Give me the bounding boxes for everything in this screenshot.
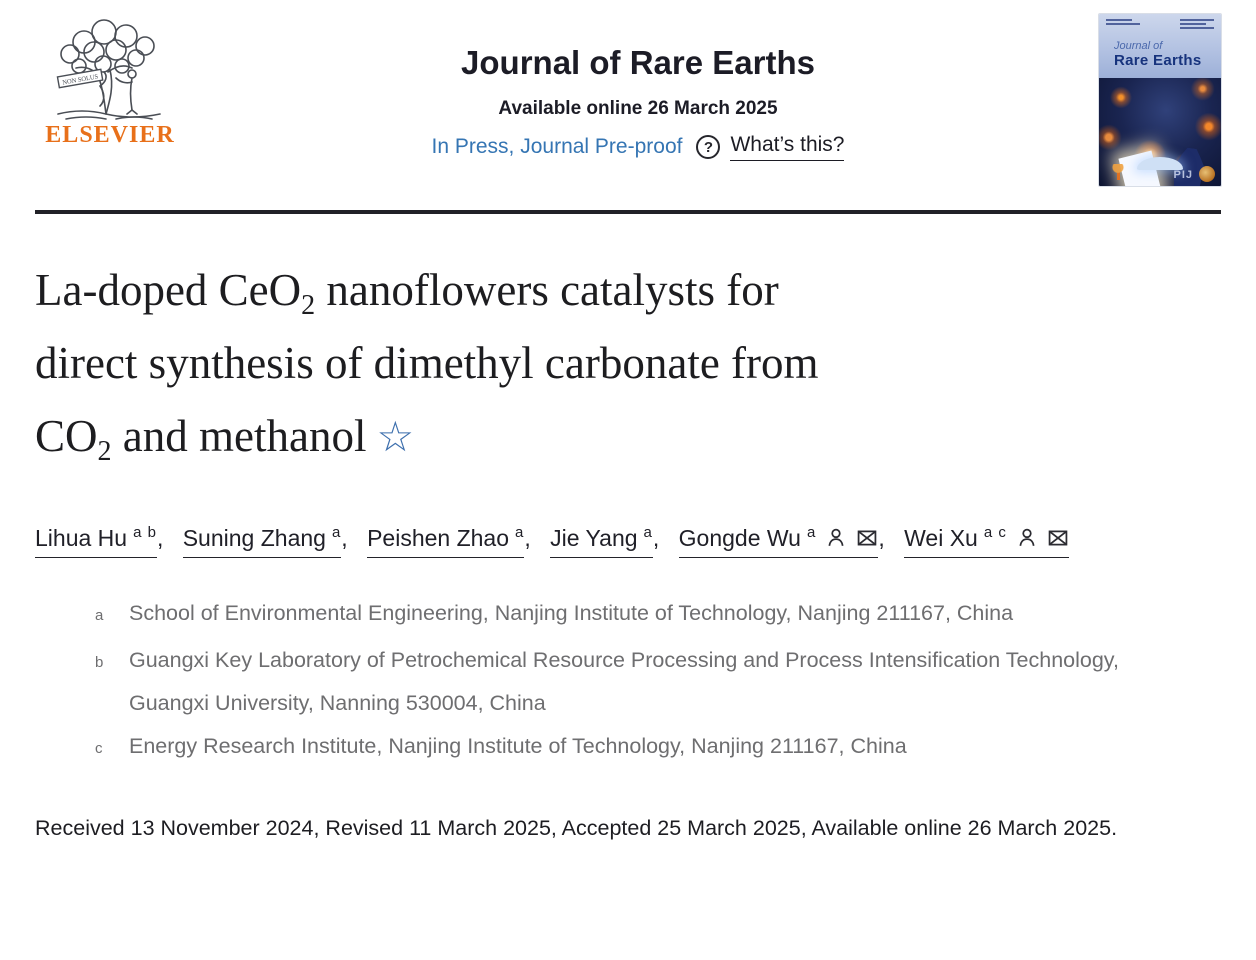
- cover-journal-of: Journal of: [1114, 40, 1163, 52]
- cover-seal: [1199, 166, 1215, 182]
- elsevier-logo: NON SOLUS ELSEVIER: [35, 14, 185, 149]
- available-online-text: Available online 26 March 2025: [498, 98, 778, 119]
- elsevier-wordmark: ELSEVIER: [45, 122, 175, 148]
- affiliation-row: b Guangxi Key Laboratory of Petrochemica…: [35, 639, 1221, 725]
- affiliation-text: School of Environmental Engineering, Nan…: [129, 601, 1014, 625]
- person-icon[interactable]: [1016, 527, 1038, 549]
- divider-rule: [35, 210, 1221, 214]
- cover-elsevier-mini-logo: [1111, 164, 1125, 180]
- affiliation-text: Energy Research Institute, Nanjing Insti…: [129, 734, 907, 758]
- author-link[interactable]: Wei Xu a c: [904, 524, 1069, 558]
- question-circle-icon[interactable]: ?: [696, 135, 721, 159]
- subscript-2: 2: [301, 290, 316, 321]
- author-link[interactable]: Jie Yang a: [550, 524, 653, 558]
- affiliation-list: a School of Environmental Engineering, N…: [35, 592, 1221, 772]
- author-link[interactable]: Peishen Zhao a: [367, 524, 525, 558]
- author-link[interactable]: Gongde Wu a: [678, 524, 879, 558]
- in-press-link[interactable]: In Press, Journal Pre-proof: [431, 135, 683, 158]
- journal-cover-thumbnail[interactable]: Journal of Rare Earths PIJ: [1099, 14, 1221, 186]
- affiliation-text: Guangxi Key Laboratory of Petrochemical …: [129, 648, 1119, 715]
- subscript-2: 2: [97, 436, 112, 467]
- whats-this-link[interactable]: ? What’s this?: [696, 133, 845, 161]
- cover-pij-logo: PIJ: [1173, 169, 1193, 181]
- elsevier-tree-icon: NON SOLUS: [56, 19, 161, 120]
- envelope-icon[interactable]: [1047, 527, 1069, 549]
- whats-this-label[interactable]: What’s this?: [730, 133, 845, 161]
- title-line-1: La-doped CeO2 nanoflowers catalysts for: [35, 265, 779, 321]
- author-list: Lihua Hu a b, Suning Zhang a, Peishen Zhao…: [35, 524, 1221, 558]
- affiliation-label: a: [95, 607, 104, 624]
- cover-meta-lines: [1106, 19, 1214, 31]
- affiliation-row: a School of Environmental Engineering, N…: [35, 592, 1221, 639]
- article-title: La-doped CeO2 nanoflowers catalysts for …: [35, 254, 1221, 473]
- article-dates: Received 13 November 2024, Revised 11 Ma…: [35, 816, 1118, 840]
- author-link[interactable]: Lihua Hu a b: [35, 524, 157, 558]
- banner-center: Journal of Rare Earths Available online …: [185, 14, 1091, 161]
- person-icon[interactable]: [825, 527, 847, 549]
- cover-open-book: [1137, 157, 1183, 170]
- cover-rare-earths: Rare Earths: [1114, 52, 1202, 69]
- author-link[interactable]: Suning Zhang a: [182, 524, 342, 558]
- article-header-page: NON SOLUS ELSEVIER Journal of Rare Earth…: [35, 14, 1221, 850]
- cover-artwork: PIJ: [1099, 78, 1221, 186]
- affiliation-row: c Energy Research Institute, Nanjing Ins…: [35, 725, 1221, 772]
- footnote-star-icon[interactable]: ☆: [376, 412, 415, 461]
- affiliation-label: b: [95, 654, 104, 671]
- title-line-3: CO2 and methanol ☆: [35, 411, 415, 467]
- journal-title: Journal of Rare Earths: [461, 44, 815, 81]
- cover-header: Journal of Rare Earths: [1099, 14, 1221, 78]
- envelope-icon[interactable]: [856, 527, 878, 549]
- title-line-2: direct synthesis of dimethyl carbonate f…: [35, 338, 819, 388]
- status-row: In Press, Journal Pre-proof ? What’s thi…: [185, 133, 1091, 161]
- affiliation-label: c: [95, 740, 103, 757]
- journal-banner: NON SOLUS ELSEVIER Journal of Rare Earth…: [35, 14, 1221, 186]
